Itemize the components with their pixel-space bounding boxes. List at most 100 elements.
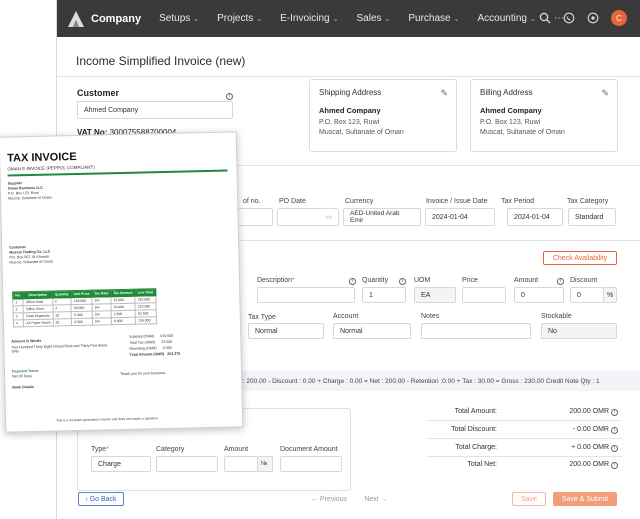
- uom-select[interactable]: EA: [414, 287, 456, 303]
- settings-icon[interactable]: [587, 12, 599, 24]
- supplier-address: P.O. Box 123, Ruwi: [7, 190, 39, 196]
- account-select[interactable]: Normal: [333, 323, 411, 339]
- billing-address-card: Billing Address ✎ Ahmed Company P.O. Box…: [470, 79, 618, 152]
- divider: [57, 76, 640, 77]
- supplier-address2: Muscat, Sultanate of Oman: [8, 195, 52, 201]
- document-amount-input[interactable]: [280, 456, 342, 472]
- nav-e-invoicing[interactable]: E-Invoicing ⌄: [280, 13, 338, 24]
- go-back-button[interactable]: ‹ Go Back: [78, 492, 124, 506]
- total-charge-label: Total Charge:: [455, 444, 497, 451]
- arrow-left-icon: ‹: [85, 495, 90, 503]
- invoice-cell: 6.000: [111, 317, 136, 325]
- invoice-date-input[interactable]: 2024-01-04: [425, 208, 495, 226]
- edit-pencil-icon[interactable]: ✎: [440, 88, 448, 98]
- billing-line1: P.O. Box 123, Ruwi: [480, 119, 541, 126]
- notes-label: Notes: [421, 313, 440, 320]
- invoice-cell: 20: [52, 318, 72, 327]
- nav-projects[interactable]: Projects ⌄: [217, 13, 262, 24]
- check-availability-button[interactable]: Check Availability: [543, 251, 617, 265]
- discount-unit[interactable]: %: [603, 287, 617, 303]
- amount-input[interactable]: 0: [514, 287, 564, 303]
- divider: [237, 240, 640, 241]
- invoice-cell: 6.000: [71, 318, 93, 326]
- discount-input[interactable]: 0: [570, 287, 604, 303]
- chevron-down-icon: ⌄: [256, 16, 263, 23]
- info-icon: i: [611, 462, 618, 469]
- info-icon: i: [611, 445, 618, 452]
- total-tax-label: Total Tax (OMR): [129, 340, 156, 345]
- nav-purchase[interactable]: Purchase ⌄: [408, 13, 459, 24]
- customer-address2: Muscat, Sultanate of Oman: [9, 259, 54, 265]
- invoice-cell: 4: [13, 319, 24, 327]
- charge-category-label: Category: [156, 446, 185, 453]
- nav-setups-label: Setups: [159, 13, 191, 24]
- amount-label: Amount: [514, 277, 539, 284]
- tax-type-select[interactable]: Normal: [248, 323, 324, 339]
- charge-type-select[interactable]: Charge: [91, 456, 151, 472]
- company-logo-icon[interactable]: [67, 10, 85, 28]
- tax-category-select[interactable]: Standard: [568, 208, 616, 226]
- ref-no-label: of no.: [243, 198, 261, 205]
- currency-select[interactable]: AED-United Arab Emir: [343, 208, 421, 226]
- charge-amount-input[interactable]: [224, 456, 258, 472]
- search-icon[interactable]: [539, 12, 551, 24]
- invoice-preview: TAX INVOICE OMAN E-INVOICE (PEPPOL COMPL…: [0, 131, 244, 433]
- stockable-label: Stockable: [541, 313, 572, 320]
- nav-setups[interactable]: Setups ⌄: [159, 13, 199, 24]
- description-label: Description*: [257, 277, 295, 284]
- divider: [237, 165, 640, 166]
- previous-button[interactable]: ← Previous: [307, 492, 351, 506]
- top-navigation-bar: Company Setups ⌄ Projects ⌄ E-Invoicing ⌄ S…: [57, 0, 640, 37]
- invoice-items-table: No. Description Quantity Unit Price Tax Rate…: [12, 288, 157, 327]
- next-button[interactable]: Next →: [361, 492, 391, 506]
- quantity-input[interactable]: 1: [362, 287, 406, 303]
- nav-sales[interactable]: Sales ⌄: [356, 13, 390, 24]
- total-tax-value: 33.500: [161, 339, 173, 345]
- stockable-select[interactable]: No: [541, 323, 617, 339]
- total-amount-value: 200.00 OMR: [569, 408, 609, 415]
- save-submit-button[interactable]: Save & Submit: [553, 492, 617, 506]
- charge-amount-label: Amount: [224, 446, 249, 453]
- account-label: Account: [333, 313, 359, 320]
- total-net-label: Total Net:: [467, 461, 497, 468]
- quantity-label: Quantity: [362, 277, 389, 284]
- app-window: Company Setups ⌄ Projects ⌄ E-Invoicing ⌄ S…: [56, 0, 640, 519]
- charge-type-label-text: Type: [91, 446, 107, 453]
- whatsapp-icon[interactable]: [563, 12, 575, 24]
- total-amount-label: Total Amount:: [454, 408, 497, 415]
- charge-category-select[interactable]: [156, 456, 218, 472]
- description-input[interactable]: [257, 287, 355, 303]
- price-label: Price: [462, 277, 478, 284]
- customer-label: Customer: [77, 88, 120, 98]
- nav-sales-label: Sales: [356, 13, 382, 24]
- brand-name[interactable]: Company: [91, 12, 142, 25]
- total-label: Total Amount (OMR): [129, 352, 165, 357]
- po-date-input[interactable]: ▭: [277, 208, 339, 226]
- document-amount-label: Document Amount: [280, 446, 338, 453]
- user-avatar[interactable]: C: [611, 10, 627, 26]
- tax-category-label: Tax Category: [567, 198, 609, 205]
- nav-accounting[interactable]: Accounting ⌄: [478, 13, 536, 24]
- notes-input[interactable]: [421, 323, 531, 339]
- tax-period-input[interactable]: 2024-01-04: [507, 208, 563, 226]
- customer-block-label: Customer: [9, 245, 27, 250]
- ref-no-input[interactable]: [237, 208, 273, 226]
- chevron-down-icon: ⌄: [332, 16, 339, 23]
- total-value: 203.375: [167, 351, 181, 356]
- invoice-date-label: Invoice / Issue Date: [426, 198, 488, 205]
- total-net-value: 200.00 OMR: [569, 461, 609, 468]
- discount-label: Discount: [570, 277, 598, 284]
- nav-more[interactable]: ⋯: [553, 13, 564, 24]
- shipping-address-title: Shipping Address: [319, 88, 382, 97]
- rounding-value: 0.000: [162, 345, 172, 351]
- total-charge-value: + 0.00 OMR: [571, 444, 609, 451]
- customer-input[interactable]: Ahmed Company: [77, 101, 233, 119]
- charge-amount-unit[interactable]: №: [257, 456, 273, 472]
- price-input[interactable]: [462, 287, 506, 303]
- charge-type-label: Type*: [91, 446, 109, 453]
- save-button[interactable]: Save: [512, 492, 546, 506]
- amount-words-label: Amount in Words: [11, 338, 42, 344]
- shipping-name: Ahmed Company: [319, 106, 381, 115]
- divider: [427, 420, 622, 421]
- edit-pencil-icon[interactable]: ✎: [601, 88, 609, 98]
